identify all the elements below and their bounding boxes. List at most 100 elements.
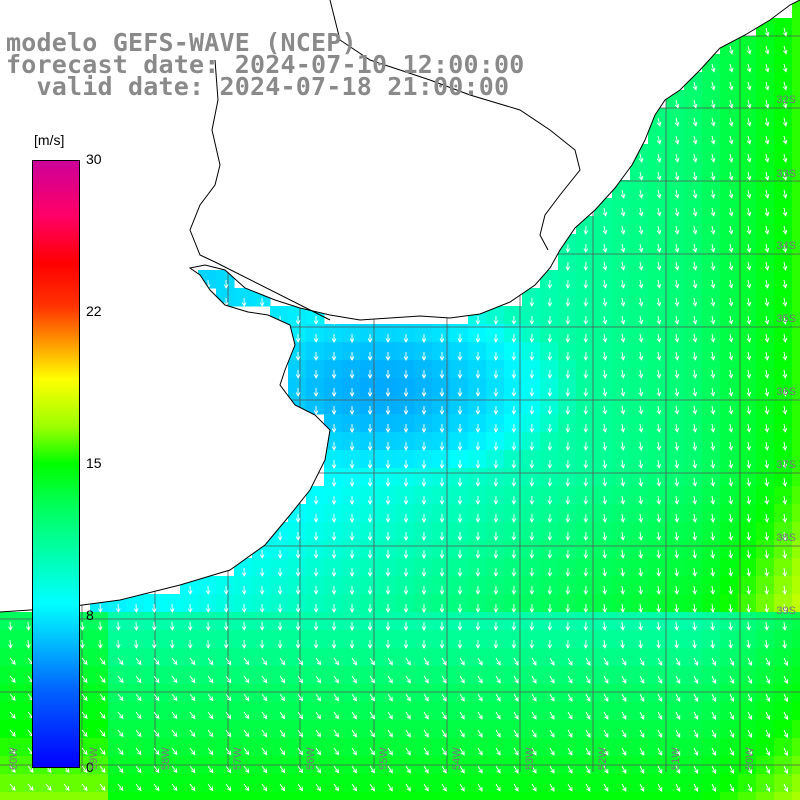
wind-cell [774,360,793,379]
wind-cell [126,666,145,685]
wind-arrow [710,63,716,73]
wind-cell [288,576,307,595]
wind-arrow [583,225,589,235]
wind-arrow [746,99,752,109]
wind-cell [792,162,800,181]
wind-arrow [459,711,465,720]
wind-cell [270,540,289,559]
model-title: modelo GEFS-WAVE (NCEP) [6,28,357,57]
wind-arrow [583,531,589,541]
wind-cell [720,540,739,559]
wind-arrow [261,693,268,702]
wind-cell [738,378,757,397]
wind-cell [414,576,433,595]
wind-arrow [565,279,571,289]
wind-arrow [439,351,445,361]
wind-arrow [493,405,499,415]
wind-arrow [135,693,142,702]
wind-arrow [565,423,571,433]
wind-cell [612,306,631,325]
wind-arrow [529,369,535,379]
wind-cell [522,450,541,469]
wind-arrow [261,729,268,738]
wind-cell [648,414,667,433]
wind-cell [648,738,667,757]
wind-cell [468,792,487,800]
wind-cell [540,684,559,703]
wind-arrow [764,63,770,73]
wind-cell [756,684,775,703]
wind-cell [720,270,739,289]
wind-cell [504,450,523,469]
wind-arrow [331,441,337,451]
wind-cell [792,486,800,505]
wind-cell [378,684,397,703]
wind-arrow [692,207,698,217]
wind-cell [468,486,487,505]
wind-arrow [638,405,644,415]
wind-cell [216,684,235,703]
wind-arrow [421,531,427,541]
wind-cell [108,720,127,739]
wind-cell [774,594,793,613]
wind-cell [792,612,800,631]
wind-arrow [602,585,607,595]
wind-arrow [313,621,319,631]
wind-cell [702,432,721,451]
wind-cell [342,522,361,541]
wind-arrow [638,261,644,271]
wind-arrow [439,639,445,649]
wind-cell [630,306,649,325]
wind-cell [612,504,631,523]
wind-arrow [674,135,680,145]
wind-cell [792,270,800,289]
wind-arrow [710,135,716,145]
wind-cell [468,558,487,577]
wind-arrow [621,729,627,738]
wind-cell [720,612,739,631]
wind-arrow [441,675,447,684]
wind-cell [792,630,800,649]
wind-cell [468,576,487,595]
wind-cell [702,180,721,199]
wind-cell [738,270,757,289]
wind-arrow [513,747,519,756]
wind-cell [666,252,685,271]
wind-cell [720,108,739,127]
wind-arrow [279,693,286,702]
wind-arrow [81,729,88,737]
wind-cell [738,288,757,307]
wind-arrow [241,297,247,307]
wind-cell [216,594,235,613]
wind-arrow [692,639,697,649]
wind-cell [216,648,235,667]
wind-arrow [531,711,537,720]
wind-cell [468,648,487,667]
wind-cell [306,378,325,397]
wind-cell [666,684,685,703]
wind-arrow [728,171,734,181]
wind-arrow [495,765,501,774]
wind-cell [558,522,577,541]
wind-cell [486,432,505,451]
wind-arrow [746,405,752,415]
wind-cell [702,414,721,433]
wind-arrow [475,441,481,451]
wind-arrow [171,711,178,720]
wind-cell [702,198,721,217]
wind-arrow [602,207,608,217]
wind-arrow [547,477,553,487]
wind-arrow [241,585,247,595]
wind-cell [576,774,595,793]
wind-cell [414,342,433,361]
wind-cell [360,702,379,721]
wind-cell [792,342,800,361]
wind-cell [324,504,343,523]
wind-cell [648,360,667,379]
wind-arrow [349,333,355,343]
colorbar-units: [m/s] [34,132,65,148]
wind-cell [774,450,793,469]
wind-arrow [729,657,735,667]
wind-cell [486,666,505,685]
wind-cell [792,198,800,217]
